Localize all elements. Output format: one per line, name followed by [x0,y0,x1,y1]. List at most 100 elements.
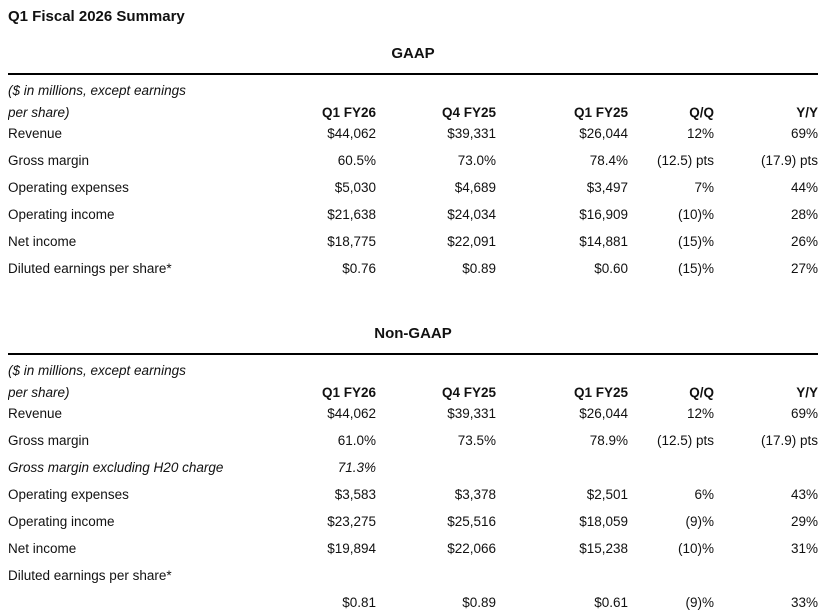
cell-value: $0.81 [342,595,376,610]
non-gaap-section-heading: Non-GAAP [374,325,452,342]
cell-value [496,562,628,589]
cell-value: 31% [790,541,818,556]
non-gaap-table-body: Revenue $44,062 $39,331 $26,044 12% 69% Gross … [8,400,818,616]
cell-value [308,562,376,589]
cell-value: $16,909 [579,207,628,222]
column-header-q4fy25: Q4 FY25 [441,385,496,400]
cell-value: (15)% [677,261,714,276]
cell-value: 73.5% [457,433,496,448]
cell-value: 27% [790,261,818,276]
cell-value: $22,066 [447,541,496,556]
cell-value: $26,044 [579,406,628,421]
row-label: Operating expenses [8,180,129,195]
cell-value: $3,583 [334,487,376,502]
cell-value: $3,497 [586,180,628,195]
row-label: Net income [8,234,77,249]
cell-value [628,562,714,589]
cell-value [496,454,628,481]
cell-value: $44,062 [327,406,376,421]
cell-value [714,562,818,589]
cell-value: 44% [790,180,818,195]
row-label: Operating income [8,207,115,222]
cell-value: 6% [694,487,714,502]
cell-value: 61.0% [337,433,376,448]
row-label: Revenue [8,406,63,421]
table-row: Gross margin 60.5% 73.0% 78.4% (12.5) pts (17… [8,147,818,174]
table-row: Revenue $44,062 $39,331 $26,044 12% 69% [8,120,818,147]
cell-value [376,454,496,481]
column-header-q1fy25: Q1 FY25 [573,105,628,120]
table-row: Gross margin 61.0% 73.5% 78.9% (12.5) pts (17… [8,427,818,454]
cell-value: $39,331 [447,406,496,421]
cell-value: $23,275 [327,514,376,529]
table-row: Diluted earnings per share* $0.76 $0.89 $0.… [8,255,818,282]
cell-value: 78.4% [589,153,628,168]
cell-value: $0.76 [342,261,376,276]
column-header-q4fy25: Q4 FY25 [441,105,496,120]
table-row: Operating expenses $5,030 $4,689 $3,497 7% 44… [8,174,818,201]
row-label: Diluted earnings per share* [8,568,172,583]
row-label [8,589,308,616]
non-gaap-table: ($ in millions, except earnings per shar… [8,353,818,616]
cell-value: $18,059 [579,514,628,529]
column-header-q1fy26: Q1 FY26 [321,385,376,400]
unit-note-row: ($ in millions, except earnings [8,354,818,378]
cell-value: $5,030 [334,180,376,195]
cell-value: $2,501 [586,487,628,502]
column-header-qq: Q/Q [689,385,714,400]
cell-value: 73.0% [457,153,496,168]
unit-note-line1: ($ in millions, except earnings [8,83,186,98]
column-header-q1fy26: Q1 FY26 [321,105,376,120]
column-header-yy: Y/Y [796,385,818,400]
row-label: Operating income [8,514,115,529]
cell-value: $3,378 [454,487,496,502]
table-row: Operating expenses $3,583 $3,378 $2,501 6% 43… [8,481,818,508]
cell-value: $15,238 [579,541,628,556]
cell-value: (12.5) pts [656,433,714,448]
table-row: Gross margin excluding H20 charge 71.3% [8,454,818,481]
cell-value: (12.5) pts [656,153,714,168]
page: Q1 Fiscal 2026 Summary GAAP ($ in millio… [8,8,818,616]
cell-value [376,562,496,589]
cell-value: $22,091 [447,234,496,249]
table-row: Operating income $21,638 $24,034 $16,909 (10… [8,201,818,228]
cell-value: (10)% [677,207,714,222]
unit-note-row: ($ in millions, except earnings [8,74,818,98]
cell-value [714,454,818,481]
cell-value: $26,044 [579,126,628,141]
column-header-row: per share) Q1 FY26 Q4 FY25 Q1 FY25 Q/Q Y… [8,378,818,400]
cell-value: $25,516 [447,514,496,529]
row-label: Gross margin excluding H20 charge [8,460,224,475]
cell-value: (10)% [677,541,714,556]
cell-value: $21,638 [327,207,376,222]
unit-note-line1: ($ in millions, except earnings [8,363,186,378]
unit-note-line2: per share) [8,105,70,120]
cell-value: $0.89 [462,261,496,276]
gaap-table-body: Revenue $44,062 $39,331 $26,044 12% 69% Gross … [8,120,818,282]
cell-value: 29% [790,514,818,529]
cell-value: 12% [686,126,714,141]
table-row: Operating income $23,275 $25,516 $18,059 (9)… [8,508,818,535]
gaap-section-heading: GAAP [391,45,435,62]
cell-value: $18,775 [327,234,376,249]
cell-value: $0.61 [594,595,628,610]
table-row: Net income $18,775 $22,091 $14,881 (15)% 26% [8,228,818,255]
column-header-yy: Y/Y [796,105,818,120]
cell-value: (17.9) pts [760,153,818,168]
cell-value: 28% [790,207,818,222]
cell-value: 71.3% [337,460,376,475]
table-row: Revenue $44,062 $39,331 $26,044 12% 69% [8,400,818,427]
table-row: Diluted earnings per share* [8,562,818,589]
cell-value: 69% [790,126,818,141]
cell-value: 26% [790,234,818,249]
row-label: Diluted earnings per share* [8,261,172,276]
gaap-section: GAAP ($ in millions, except earnings per… [8,46,818,282]
cell-value: 60.5% [337,153,376,168]
table-row: $0.81 $0.89 $0.61 (9)% 33% [8,589,818,616]
cell-value: 69% [790,406,818,421]
cell-value: $24,034 [447,207,496,222]
gaap-table: ($ in millions, except earnings per shar… [8,73,818,282]
cell-value: 12% [686,406,714,421]
row-label: Gross margin [8,433,90,448]
table-row: Net income $19,894 $22,066 $15,238 (10)% 31% [8,535,818,562]
